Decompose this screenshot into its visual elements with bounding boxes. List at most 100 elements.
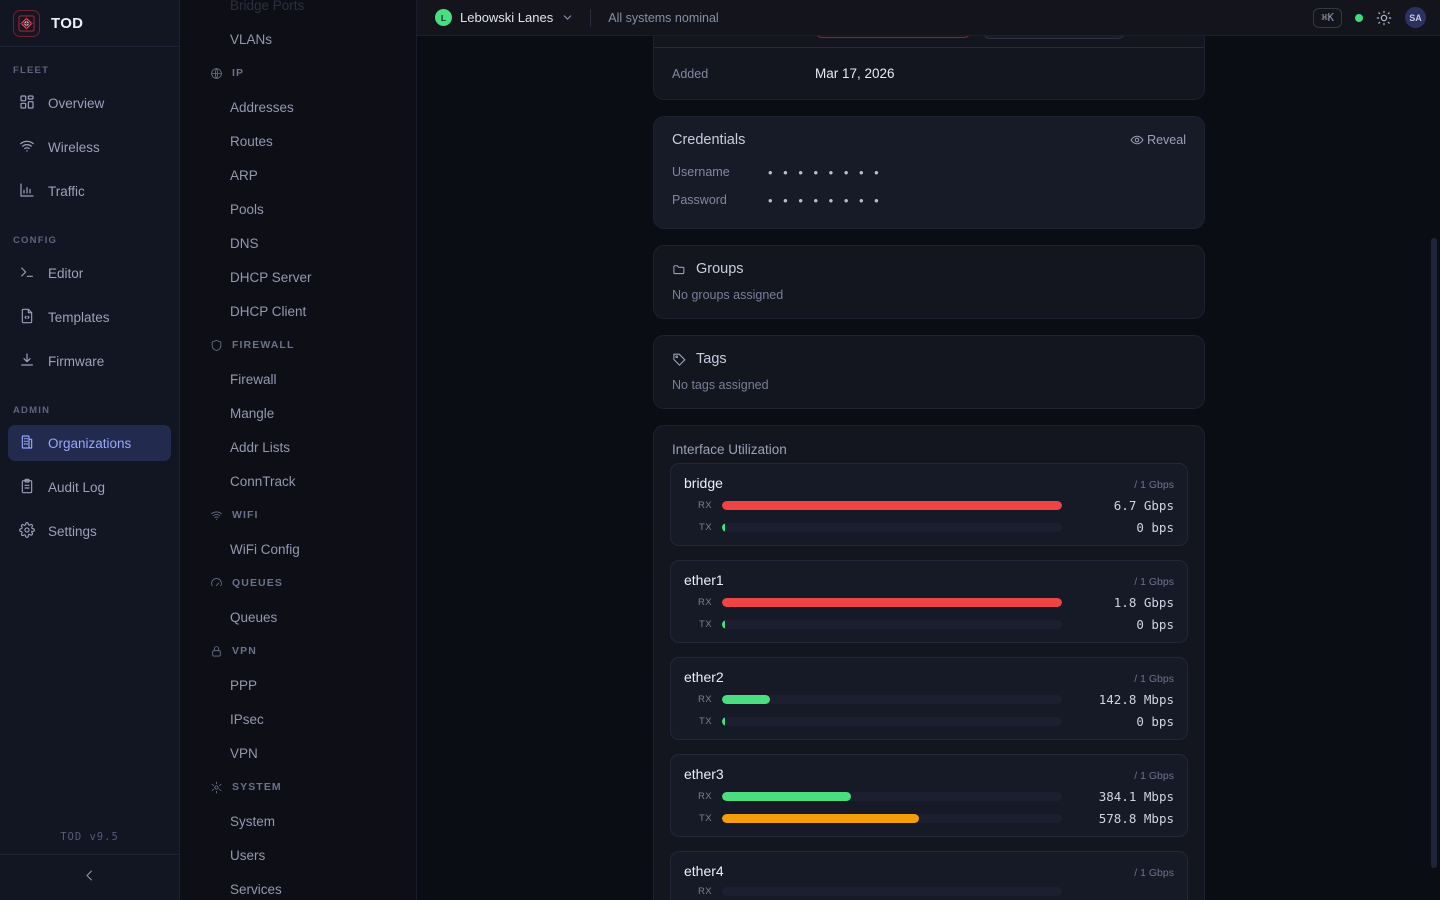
bar-value: 384.1 Mbps [1098, 789, 1174, 804]
bar-row-rx: RX 6.7 Gbps [684, 498, 1174, 513]
subnav-item-routes[interactable]: Routes [230, 133, 273, 149]
eye-icon [1130, 133, 1144, 147]
subnav-item-services[interactable]: Services [230, 881, 282, 897]
topbar-divider [590, 9, 592, 26]
org-switcher[interactable]: L Lebowski Lanes [435, 9, 574, 26]
bar-direction-label: RX [698, 694, 712, 705]
sidebar-item-label: Overview [48, 95, 105, 111]
subnav-group-label: WIFI [232, 509, 259, 521]
bar-chart-icon [19, 182, 35, 201]
sidebar-item-audit-log[interactable]: Audit Log [8, 469, 171, 505]
subnav-item-dhcp-client[interactable]: DHCP Client [230, 303, 307, 319]
interface-card[interactable]: ether4/ 1 GbpsRXTX [670, 851, 1188, 900]
command-palette-shortcut[interactable]: ⌘K [1313, 7, 1342, 28]
tls-mode-select[interactable]: Plain-Text [982, 36, 1125, 39]
bar-value: 1.8 Gbps [1113, 595, 1174, 610]
subnav-item-dns[interactable]: DNS [230, 235, 259, 251]
content-scrollbar[interactable] [1431, 238, 1437, 868]
subnav-item-vlans[interactable]: VLANs [230, 31, 273, 47]
file-code-icon [19, 308, 35, 327]
interface-card[interactable]: ether2 / 1 Gbps RX 142.8 Mbps TX 0 bps [670, 657, 1188, 740]
subnav-item-bridge-ports[interactable]: Bridge Ports [230, 0, 305, 13]
subnav-item-wifi-config[interactable]: WiFi Config [230, 541, 300, 557]
subnav-item-vpn[interactable]: VPN [230, 745, 258, 761]
added-label: Added [672, 66, 709, 81]
bar-direction-label: TX [699, 716, 712, 727]
username-row: Username • • • • • • • • [654, 158, 1204, 186]
interface-name: ether2 [684, 669, 724, 685]
bar-fill [722, 792, 852, 801]
app-version: TOD v9.5 [60, 831, 119, 843]
download-icon [19, 352, 35, 371]
health-status-dot [1355, 13, 1363, 22]
sidebar-item-templates[interactable]: Templates [8, 299, 171, 335]
groups-title: Groups [696, 261, 744, 277]
bar-track [722, 792, 1062, 801]
interface-header: ether3 / 1 Gbps [684, 766, 1174, 782]
brand[interactable]: TOD [0, 0, 179, 47]
subnav-item-pools[interactable]: Pools [230, 201, 264, 217]
added-row: Added Mar 17, 2026 [654, 47, 1204, 99]
credentials-title: Credentials [672, 132, 746, 148]
building-icon [19, 434, 35, 453]
bar-track [722, 501, 1062, 510]
subnav-item-users[interactable]: Users [230, 847, 266, 863]
dashboard-icon [19, 94, 35, 113]
clipboard-list-icon [19, 478, 35, 497]
subnav-item-mangle[interactable]: Mangle [230, 405, 275, 421]
wifi-icon [210, 509, 223, 522]
subnav-item-system[interactable]: System [230, 813, 276, 829]
tls-insecure-badge: Plain-Text (Insecure) [815, 36, 971, 38]
interface-card[interactable]: ether3 / 1 Gbps RX 384.1 Mbps TX 578.8 Mbps [670, 754, 1188, 837]
bar-fill [722, 501, 1062, 510]
device-details-card: TLS Mode Plain-Text (Insecure) [653, 36, 1205, 100]
brand-name: TOD [51, 14, 84, 32]
interface-header: bridge / 1 Gbps [684, 475, 1174, 491]
groups-title-wrap: Groups [672, 261, 744, 277]
terminal-icon [19, 264, 35, 283]
subnav-group-queues: QUEUES [180, 566, 416, 600]
sidebar-item-settings[interactable]: Settings [8, 513, 171, 549]
sidebar-item-overview[interactable]: Overview [8, 85, 171, 121]
bar-track [722, 620, 1062, 629]
bar-row-tx: TX 0 bps [684, 714, 1174, 729]
subnav-item-addresses[interactable]: Addresses [230, 99, 294, 115]
subnav-item-queues[interactable]: Queues [230, 609, 278, 625]
wifi-icon [19, 138, 35, 157]
sidebar-item-firmware[interactable]: Firmware [8, 343, 171, 379]
interface-card[interactable]: ether1 / 1 Gbps RX 1.8 Gbps TX 0 bps [670, 560, 1188, 643]
subnav-item-dhcp-server[interactable]: DHCP Server [230, 269, 312, 285]
sidebar-item-editor[interactable]: Editor [8, 255, 171, 291]
bar-fill [722, 523, 726, 532]
interface-capacity: / 1 Gbps [1134, 770, 1174, 782]
bar-value: 0 bps [1136, 520, 1174, 535]
bar-direction-label: TX [699, 813, 712, 824]
subnav-item-addr-lists[interactable]: Addr Lists [230, 439, 291, 455]
sidebar-collapse-button[interactable] [0, 854, 179, 900]
subnav-group-label: IP [232, 67, 245, 79]
sidebar-item-label: Traffic [48, 183, 85, 199]
subnav-item-conntrack[interactable]: ConnTrack [230, 473, 296, 489]
password-label: Password [672, 193, 727, 207]
interface-name: ether4 [684, 863, 724, 879]
password-row: Password • • • • • • • • [654, 186, 1204, 214]
interface-header: ether4 / 1 Gbps [684, 863, 1174, 879]
user-avatar[interactable]: SA [1405, 7, 1426, 28]
bar-fill [722, 814, 920, 823]
subnav-item-arp[interactable]: ARP [230, 167, 258, 183]
secondary-nav: Bridge Ports VLANs IP Addresses Routes ARP Poo… [180, 0, 417, 900]
sun-icon[interactable] [1376, 10, 1392, 26]
groups-header: Groups [654, 246, 1204, 277]
interface-card[interactable]: bridge / 1 Gbps RX 6.7 Gbps TX 0 bps [670, 463, 1188, 546]
subnav-item-ipsec[interactable]: IPsec [230, 711, 264, 727]
sidebar-item-traffic[interactable]: Traffic [8, 173, 171, 209]
subnav-item-firewall[interactable]: Firewall [230, 371, 277, 387]
credentials-card: Credentials Reveal Username • • [653, 116, 1205, 229]
reveal-label: Reveal [1147, 133, 1186, 147]
subnav-item-ppp[interactable]: PPP [230, 677, 258, 693]
sidebar-item-wireless[interactable]: Wireless [8, 129, 171, 165]
reveal-credentials-button[interactable]: Reveal [1130, 133, 1186, 147]
bar-value: 0 bps [1136, 714, 1174, 729]
bar-track [722, 523, 1062, 532]
sidebar-item-organizations[interactable]: Organizations [8, 425, 171, 461]
